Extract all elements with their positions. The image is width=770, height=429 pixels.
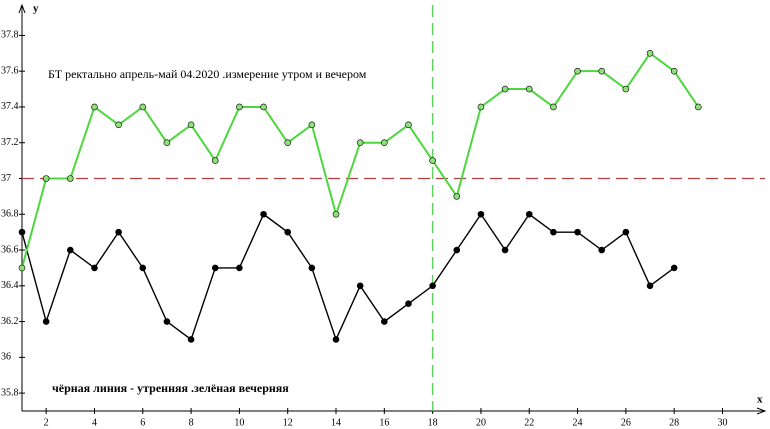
point <box>381 139 388 147</box>
x-axis-arrow <box>756 407 767 415</box>
x-tick-label: 24 <box>573 417 583 428</box>
point <box>356 282 364 290</box>
point <box>308 264 316 272</box>
y-tick-label: 36.8 <box>1 209 19 220</box>
x-tick-label: 30 <box>717 417 727 428</box>
point <box>139 264 147 272</box>
point <box>429 157 436 164</box>
point <box>332 336 340 343</box>
chart-title: БТ ректально апрель-май 04.2020 .измерен… <box>48 67 367 81</box>
point <box>574 228 581 236</box>
point <box>115 121 122 129</box>
point <box>18 264 26 272</box>
point <box>501 246 509 254</box>
y-tick-label: 36.4 <box>1 280 19 291</box>
point <box>260 210 267 218</box>
point <box>598 67 606 75</box>
x-tick-label: 8 <box>189 417 194 428</box>
x-tick-label: 26 <box>621 417 631 428</box>
x-tick-label: 22 <box>524 417 534 428</box>
point <box>695 103 702 111</box>
point <box>187 336 195 343</box>
y-tick-label: 37.6 <box>1 65 19 76</box>
point <box>405 121 412 129</box>
x-tick-label: 14 <box>331 417 341 428</box>
point <box>284 139 292 147</box>
point <box>453 193 461 200</box>
point <box>477 103 485 111</box>
point <box>356 139 364 147</box>
x-tick-label: 12 <box>283 417 293 428</box>
x-tick-label: 6 <box>140 417 145 428</box>
point <box>525 85 533 93</box>
point <box>91 103 98 111</box>
series-line <box>21 51 700 269</box>
x-tick-label: 16 <box>379 417 389 428</box>
point <box>405 300 412 307</box>
point <box>211 157 219 164</box>
point <box>260 103 267 111</box>
x-tick-label: 2 <box>44 417 49 428</box>
point <box>42 175 50 182</box>
point <box>622 85 630 93</box>
y-tick-label: 37.4 <box>1 101 19 112</box>
y-tick-label: 36 <box>1 352 11 363</box>
point <box>598 246 606 254</box>
point <box>622 228 630 236</box>
point <box>646 282 654 290</box>
point <box>91 264 98 272</box>
x-axis-label: x <box>757 394 763 406</box>
point <box>381 318 388 325</box>
point <box>236 264 243 272</box>
y-tick-label: 35.8 <box>1 387 19 398</box>
y-axis-label: y <box>33 3 39 15</box>
point <box>163 139 171 147</box>
point <box>453 246 461 254</box>
point <box>139 103 147 111</box>
x-tick-label: 18 <box>428 417 438 428</box>
point <box>550 103 557 111</box>
x-tick-label: 10 <box>234 417 244 428</box>
series-line <box>21 213 675 342</box>
point <box>163 318 171 325</box>
point <box>42 318 50 325</box>
point <box>525 210 533 218</box>
x-tick-label: 20 <box>476 417 486 428</box>
point <box>477 210 485 218</box>
y-tick-label: 37.2 <box>1 137 19 148</box>
point <box>550 228 557 236</box>
point <box>429 282 436 290</box>
y-axis-arrow <box>18 3 26 14</box>
y-tick-label: 36.6 <box>1 244 19 255</box>
point <box>308 121 316 129</box>
point <box>211 264 219 272</box>
point <box>670 67 678 75</box>
point <box>501 85 509 93</box>
point <box>670 264 678 272</box>
point <box>284 228 292 236</box>
y-tick-label: 37.8 <box>1 30 19 41</box>
x-tick-label: 4 <box>92 417 97 428</box>
point <box>115 228 122 236</box>
y-tick-label: 37 <box>1 173 11 184</box>
point <box>67 175 74 182</box>
annotation: чёрная линия - утренняя .зелёная вечерня… <box>52 381 289 395</box>
point <box>67 246 74 254</box>
x-tick-label: 28 <box>669 417 679 428</box>
point <box>332 210 340 218</box>
y-tick-label: 36.2 <box>1 316 19 327</box>
point <box>574 67 581 75</box>
point <box>187 121 195 129</box>
point <box>18 228 26 236</box>
point <box>646 49 654 57</box>
point <box>236 103 243 111</box>
